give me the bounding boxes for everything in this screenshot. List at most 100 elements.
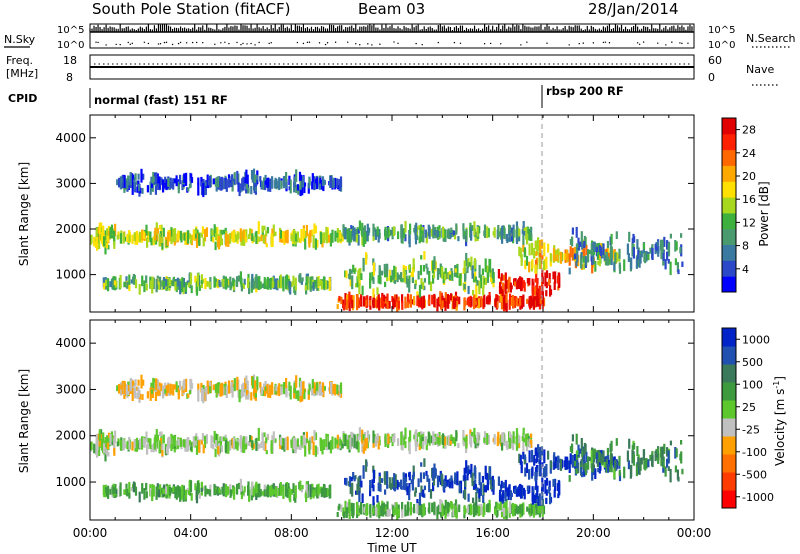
power-cell [555, 249, 558, 262]
power-cell [295, 184, 298, 193]
velocity-cell [338, 503, 341, 510]
velocity-cell [544, 479, 547, 494]
velocity-cell [583, 448, 586, 455]
velocity-cell [102, 432, 105, 442]
power-cell [248, 234, 251, 240]
power-cell [642, 242, 646, 250]
velocity-cell [330, 381, 333, 394]
power-cell [340, 296, 343, 305]
velocity-colorbar-swatch [722, 418, 736, 437]
power-cell [151, 282, 154, 294]
power-cell [225, 179, 228, 192]
velocity-cell [188, 440, 192, 446]
power-cell [229, 281, 232, 288]
power-cell [369, 300, 372, 306]
nave-label: Nave [746, 63, 774, 76]
velocity-cell [288, 488, 291, 494]
power-cell [669, 233, 672, 239]
power-cell [242, 179, 245, 191]
cpid-label: CPID [8, 92, 37, 105]
power-cell [311, 173, 314, 183]
power-cell [390, 275, 393, 283]
velocity-cell [657, 447, 660, 459]
power-cell [523, 247, 526, 253]
power-cell [472, 289, 475, 296]
velocity-cell [107, 485, 110, 499]
power-cell [528, 243, 531, 256]
velocity-cell [388, 477, 391, 489]
power-cell [627, 253, 630, 262]
velocity-cell [395, 502, 398, 508]
velocity-cell [90, 441, 93, 451]
power-cell [387, 227, 390, 238]
power-cell [483, 230, 486, 236]
power-cell [342, 226, 345, 236]
velocity-cell [161, 450, 164, 457]
power-cell [584, 255, 587, 266]
velocity-cell [220, 436, 223, 442]
power-cell [269, 178, 272, 192]
power-cell [240, 286, 243, 292]
velocity-cell [134, 486, 138, 496]
velocity-cell [314, 432, 318, 440]
power-cell [174, 281, 177, 291]
velocity-cell [131, 441, 134, 451]
velocity-cell [447, 512, 450, 517]
power-cell [447, 304, 450, 309]
power-cell [352, 264, 355, 273]
power-ytick-label: 3000 [55, 176, 86, 190]
power-cell [270, 278, 273, 289]
noise-search-point [179, 41, 182, 44]
velocity-colorbar-swatch [722, 346, 736, 365]
power-cell [593, 241, 596, 253]
velocity-cell [515, 444, 519, 451]
power-cell [462, 223, 465, 231]
power-cell [132, 174, 135, 181]
power-cell [501, 225, 504, 236]
velocity-cell [246, 380, 249, 394]
velocity-cell [229, 439, 232, 451]
velocity-cell [536, 452, 539, 462]
power-cell [128, 284, 131, 291]
velocity-cell [515, 489, 518, 497]
power-cell [424, 229, 427, 238]
power-cell [348, 297, 351, 312]
velocity-cell [484, 485, 487, 493]
velocity-cell [372, 508, 375, 515]
power-cell [299, 180, 302, 190]
power-cell [596, 252, 599, 260]
power-cell [220, 230, 223, 236]
velocity-cell [151, 490, 154, 502]
velocity-cell [452, 508, 455, 517]
noise-search-point [254, 44, 256, 46]
power-cell [123, 174, 126, 188]
velocity-cell [253, 389, 256, 400]
velocity-cell [568, 460, 571, 473]
power-cell [103, 236, 106, 247]
power-cell [226, 278, 229, 288]
velocity-cell [580, 438, 583, 451]
velocity-cell [308, 384, 311, 391]
power-colorbar-tick-label: 8 [742, 240, 749, 253]
power-cell [285, 172, 288, 186]
power-cell [474, 300, 477, 305]
noise-search-point [224, 41, 226, 43]
power-cell [516, 233, 519, 242]
power-cell [216, 227, 219, 242]
velocity-colorbar-label: Velocity [m s-1] [772, 376, 787, 466]
velocity-cell [503, 502, 506, 513]
freq-tick-top: 18 [63, 54, 77, 67]
velocity-cell [152, 485, 155, 497]
velocity-cell [514, 488, 517, 494]
power-cell [109, 281, 112, 288]
x-tick-label: 04:00 [173, 526, 208, 540]
velocity-cell [127, 385, 130, 392]
power-cell [502, 234, 505, 239]
power-cell [236, 276, 239, 287]
power-cell [674, 240, 677, 252]
velocity-cell [269, 384, 272, 398]
velocity-cell [282, 487, 285, 499]
power-cell [109, 227, 112, 239]
velocity-ytick-label: 1000 [55, 475, 86, 489]
power-cell [186, 230, 190, 244]
